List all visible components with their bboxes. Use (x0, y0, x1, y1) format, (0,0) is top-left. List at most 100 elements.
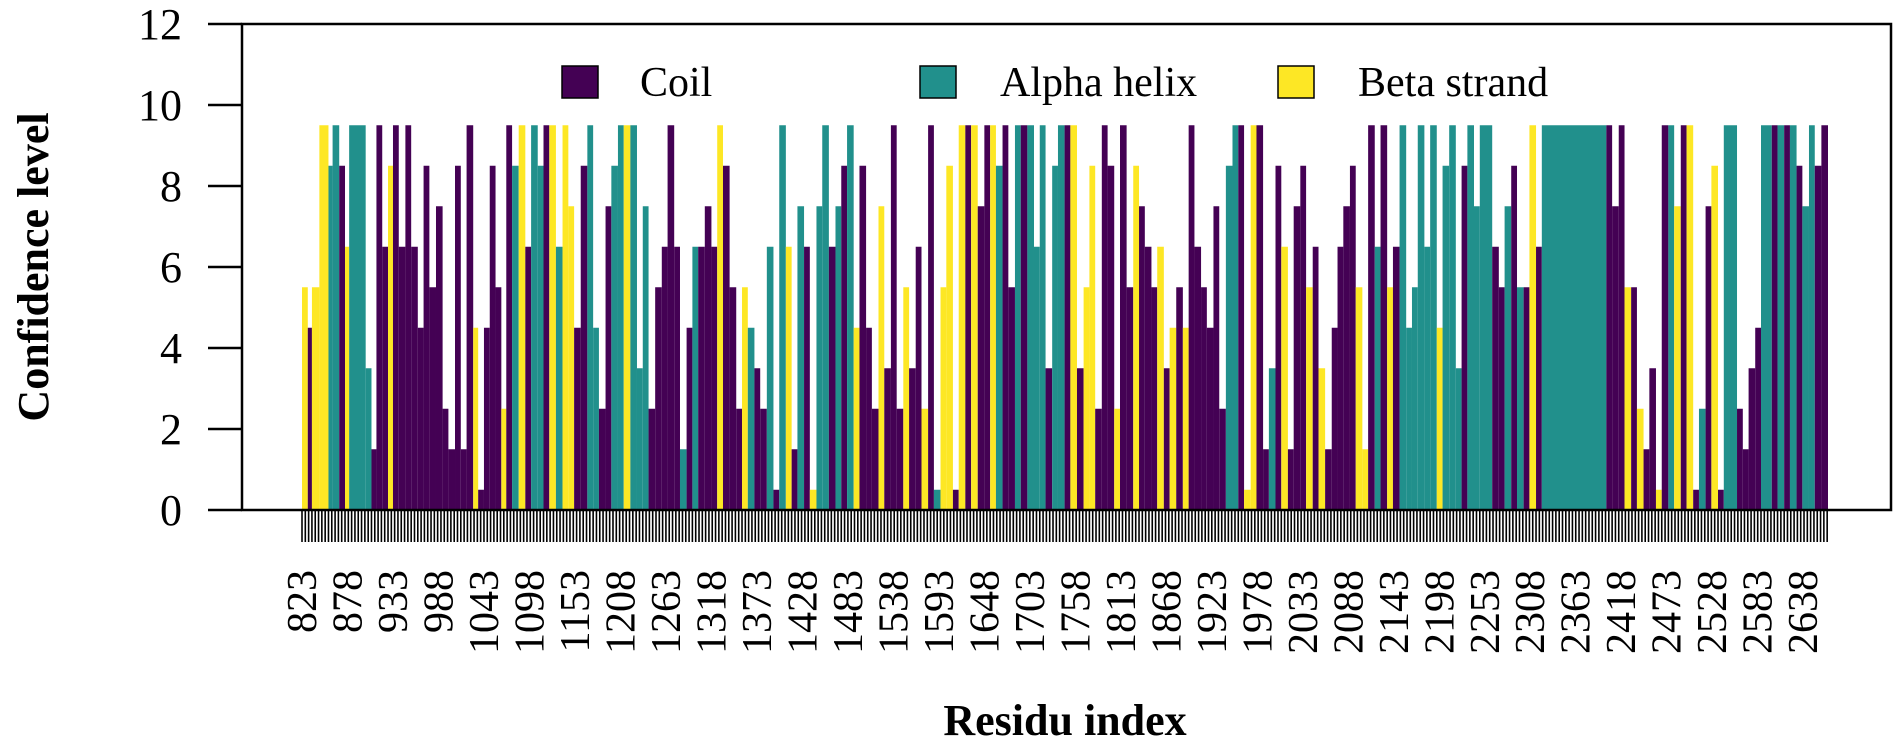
bar-coil (1523, 287, 1530, 510)
bar-alpha-helix (1232, 125, 1239, 510)
bar-beta-strand (345, 246, 350, 510)
bar-alpha-helix (995, 165, 1003, 510)
bar-coil (489, 165, 496, 510)
bar-beta-strand (990, 125, 996, 510)
bar-coil (1536, 246, 1542, 510)
bar-coil (698, 246, 705, 510)
bar-coil (722, 165, 730, 510)
bar-alpha-helix (1052, 165, 1058, 510)
bar-alpha-helix (611, 165, 618, 510)
bar-coil (1612, 206, 1619, 510)
x-tick-label: 1648 (962, 570, 1008, 654)
x-tick-label: 1758 (1053, 570, 1099, 654)
bar-alpha-helix (1442, 165, 1450, 510)
bar-coil (1661, 125, 1669, 510)
x-tick-label: 1318 (689, 570, 735, 654)
bar-coil (1194, 246, 1202, 510)
bar-coil (1606, 125, 1613, 510)
bar-coil (1343, 206, 1350, 510)
bar-coil (1492, 246, 1499, 510)
bar-alpha-helix (1541, 125, 1607, 510)
x-tick-label: 2528 (1690, 570, 1736, 654)
bar-coil (1101, 125, 1108, 510)
bar-coil (1219, 408, 1226, 510)
bar-coil (1784, 125, 1790, 510)
bar-coil (1300, 165, 1307, 510)
bar-beta-strand (1355, 287, 1363, 510)
y-tick-label: 12 (138, 0, 182, 49)
bar-coil (648, 408, 656, 510)
bar-coil (398, 246, 406, 510)
bar-coil (1139, 206, 1145, 510)
bar-coil (1064, 125, 1071, 510)
x-tick-label: 1703 (1008, 570, 1054, 654)
bar-alpha-helix (365, 368, 372, 510)
bar-coil (392, 125, 399, 510)
bar-coil (1188, 125, 1195, 510)
bar-alpha-helix (1039, 125, 1046, 510)
bar-coil (674, 246, 680, 510)
bar-alpha-helix (1424, 246, 1431, 510)
bar-alpha-helix (636, 368, 643, 510)
bar-coil (543, 125, 550, 510)
bar-coil (686, 327, 693, 510)
legend-swatch-coil (561, 65, 599, 99)
bar-alpha-helix (1723, 125, 1738, 510)
x-tick-label: 2473 (1645, 570, 1691, 654)
bar-alpha-helix (537, 165, 544, 510)
bar-alpha-helix (593, 327, 599, 510)
bar-coil (1293, 206, 1301, 510)
bar-coil (667, 125, 675, 510)
bar-beta-strand (311, 287, 320, 510)
bar-beta-strand (1114, 408, 1120, 510)
bar-alpha-helix (555, 246, 563, 510)
bar-coil (460, 449, 467, 510)
bar-coil (371, 449, 377, 510)
bar-coil (1693, 489, 1699, 510)
bar-coil (1275, 165, 1282, 510)
bar-coil (1331, 327, 1338, 510)
bar-beta-strand (1244, 489, 1251, 510)
bar-alpha-helix (531, 125, 538, 510)
bar-beta-strand (1318, 368, 1326, 510)
bar-alpha-helix (587, 125, 594, 510)
bar-coil (1151, 287, 1158, 510)
bar-beta-strand (549, 125, 556, 510)
bar-beta-strand (717, 125, 723, 510)
x-tick-label: 2088 (1326, 570, 1372, 654)
bar-alpha-helix (512, 165, 519, 510)
x-tick-label: 2638 (1781, 570, 1827, 654)
bar-coil (1796, 165, 1803, 510)
bar-alpha-helix (766, 246, 774, 510)
bar-beta-strand (809, 489, 817, 510)
bar-alpha-helix (1455, 368, 1462, 510)
x-tick-label: 1923 (1190, 570, 1236, 654)
bar-coil (382, 246, 389, 510)
bar-coil (1163, 368, 1170, 510)
y-tick-label: 4 (160, 324, 182, 373)
y-axis-title: Confidence level (9, 112, 58, 421)
x-tick-label: 2198 (1417, 570, 1463, 654)
x-tick-label: 1208 (598, 570, 644, 654)
y-tick-label: 2 (160, 405, 182, 454)
bar-beta-strand (785, 246, 792, 510)
bar-coil (1107, 165, 1115, 510)
bar-coil (928, 125, 934, 510)
bar-coil (1238, 125, 1245, 510)
bar-coil (1380, 125, 1388, 510)
bar-coil (1095, 408, 1102, 510)
bar-beta-strand (940, 287, 947, 510)
bar-coil (1705, 206, 1712, 510)
bar-alpha-helix (835, 206, 842, 510)
bar-alpha-helix (1808, 125, 1815, 510)
bar-coil (1076, 368, 1084, 510)
bar-coil (1206, 327, 1214, 510)
bar-beta-strand (1636, 408, 1644, 510)
bar-coil (455, 165, 461, 510)
bar-beta-strand (1089, 165, 1096, 510)
bar-coil (1325, 449, 1332, 510)
bar-beta-strand (501, 408, 507, 510)
bar-coil (977, 206, 985, 510)
y-axis: 0 2 4 6 8 10 12 (138, 0, 242, 535)
y-tick-label: 0 (160, 486, 182, 535)
